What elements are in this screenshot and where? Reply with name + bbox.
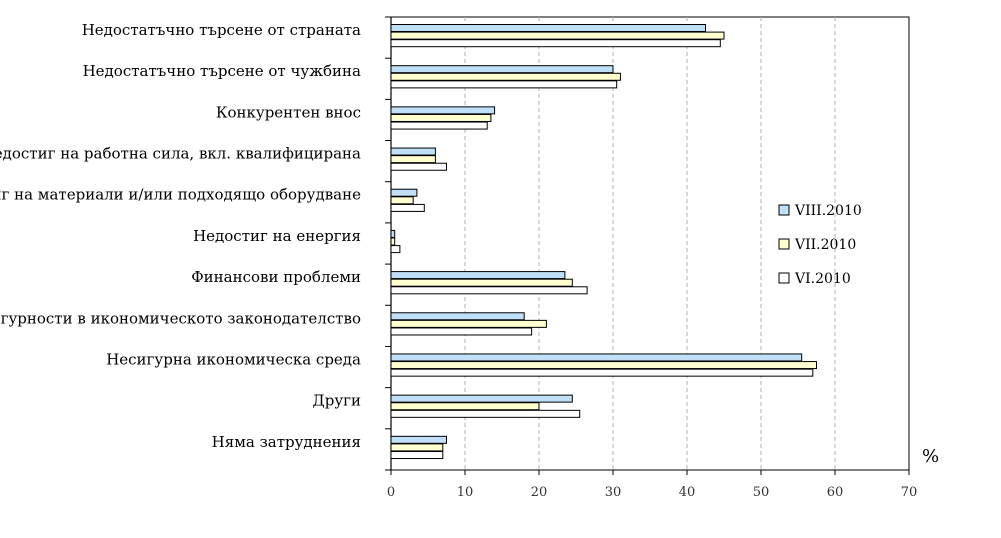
- category-label: Недостатъчно търсене от страната: [82, 21, 361, 39]
- bar-VI-2010-4: [390, 203, 425, 212]
- bar-VI-2010-3: [390, 162, 447, 171]
- bar-VI-2010-5: [390, 245, 401, 254]
- category-label: Недостатъчно търсене от чужбина: [83, 62, 361, 80]
- x-tick-label-0: 0: [387, 485, 395, 500]
- legend-swatch-VIII-2010: [778, 204, 790, 216]
- bar-VI-2010-2: [390, 121, 488, 130]
- x-tick-label-30: 30: [605, 485, 622, 500]
- bar-VII-2010-4: [390, 196, 414, 205]
- bar-VIII-2010-4: [390, 188, 418, 197]
- bar-VII-2010-9: [390, 402, 540, 411]
- category-label: Недостиг на енергия: [193, 227, 361, 245]
- legend-label-VI-2010: VI.2010: [794, 271, 851, 287]
- bar-VI-2010-10: [390, 451, 444, 460]
- bar-VII-2010-1: [390, 72, 621, 81]
- bar-VII-2010-0: [390, 31, 725, 40]
- x-tick-label-50: 50: [753, 485, 770, 500]
- category-label: Недостиг на материали и/или подходящо об…: [0, 186, 361, 204]
- bar-VI-2010-7: [390, 327, 533, 336]
- x-tick-label-10: 10: [457, 485, 474, 500]
- bar-VII-2010-8: [390, 361, 817, 370]
- category-label: Недостиг на работна сила, вкл. квалифици…: [0, 145, 361, 163]
- bar-VII-2010-5: [390, 237, 396, 246]
- category-label: Конкурентен внос: [216, 103, 361, 121]
- bar-VII-2010-2: [390, 113, 492, 122]
- bar-VI-2010-8: [390, 368, 814, 377]
- bar-VIII-2010-1: [390, 65, 614, 74]
- bar-VIII-2010-10: [390, 435, 447, 444]
- category-label: Финансови проблеми: [191, 268, 361, 286]
- legend-swatch-VI-2010: [778, 272, 790, 284]
- legend-label-VIII-2010: VIII.2010: [794, 203, 862, 219]
- legend-swatch-VII-2010: [778, 238, 790, 250]
- bar-VI-2010-0: [390, 39, 721, 48]
- bar-VI-2010-9: [390, 409, 581, 418]
- x-tick-label-20: 20: [531, 485, 548, 500]
- bar-VII-2010-10: [390, 443, 444, 452]
- bar-VI-2010-1: [390, 80, 618, 89]
- x-tick-label-60: 60: [827, 485, 844, 500]
- legend-label-VII-2010: VII.2010: [794, 237, 856, 253]
- bar-VII-2010-6: [390, 278, 573, 287]
- bar-VII-2010-7: [390, 319, 547, 328]
- category-label: Несигурности в икономическото законодате…: [0, 309, 361, 327]
- category-label: Други: [313, 392, 361, 410]
- bar-VIII-2010-7: [390, 312, 525, 321]
- bar-VIII-2010-9: [390, 394, 573, 403]
- x-axis-unit-label: %: [922, 446, 939, 467]
- category-label: Няма затруднения: [212, 433, 361, 451]
- x-tick-label-40: 40: [679, 485, 696, 500]
- bar-VIII-2010-2: [390, 106, 496, 115]
- bar-VIII-2010-3: [390, 147, 436, 156]
- category-label: Несигурна икономическа среда: [106, 350, 361, 368]
- bar-VIII-2010-0: [390, 24, 706, 32]
- bar-VII-2010-3: [390, 155, 436, 164]
- bar-VIII-2010-5: [390, 229, 396, 238]
- bar-VIII-2010-8: [390, 353, 803, 362]
- x-tick-label-70: 70: [901, 485, 918, 500]
- bar-VI-2010-6: [390, 286, 588, 295]
- bar-VIII-2010-6: [390, 271, 566, 280]
